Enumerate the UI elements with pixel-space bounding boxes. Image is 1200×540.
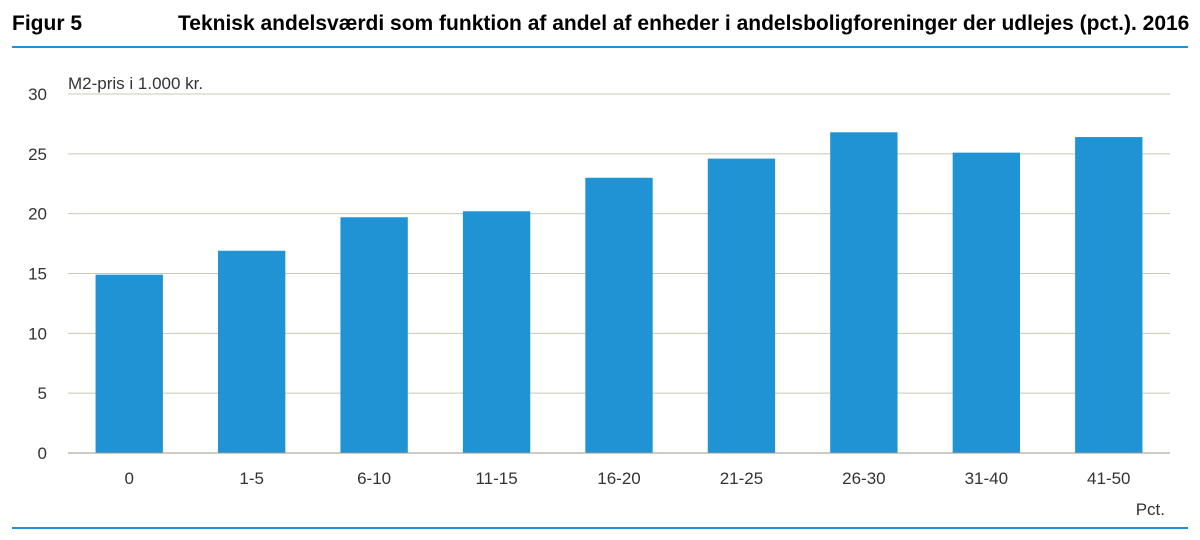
x-tick-label: 26-30 xyxy=(842,469,885,488)
y-tick-label: 0 xyxy=(38,444,47,463)
y-tick-label: 25 xyxy=(28,145,47,164)
x-axis-label: Pct. xyxy=(1136,500,1165,519)
y-tick-label: 10 xyxy=(28,324,47,343)
bottom-rule xyxy=(12,527,1188,529)
top-rule xyxy=(12,46,1188,48)
x-tick-label: 21-25 xyxy=(720,469,763,488)
x-tick-label: 16-20 xyxy=(597,469,640,488)
x-tick-label: 6-10 xyxy=(357,469,391,488)
y-tick-label: 20 xyxy=(28,205,47,224)
axes: 0 5 10 15 20 25 30 0 1-5 6-10 11-15 16-20 21-25 26-30… xyxy=(28,85,1170,488)
bar-11-15 xyxy=(462,211,531,453)
figure-label: Figur 5 xyxy=(12,12,83,35)
bar-16-20 xyxy=(585,177,653,453)
figure-header: Figur 5 Teknisk andelsværdi som funktion… xyxy=(0,0,1200,50)
x-tick-label: 31-40 xyxy=(965,469,1008,488)
x-tick-label: 1-5 xyxy=(239,469,264,488)
bar-6-10 xyxy=(340,217,408,453)
bar-26-30 xyxy=(830,132,898,453)
x-tick-label: 11-15 xyxy=(475,469,517,488)
y-tick-label: 15 xyxy=(28,265,47,284)
bar-1-5 xyxy=(217,250,286,453)
y-tick-label: 30 xyxy=(28,85,47,104)
y-tick-label: 5 xyxy=(38,384,47,403)
y-axis-label: M2-pris i 1.000 kr. xyxy=(68,74,203,93)
bar-0 xyxy=(95,274,163,453)
figure-title: Teknisk andelsværdi som funktion af ande… xyxy=(178,12,1190,35)
bar-21-25 xyxy=(707,158,776,453)
bars xyxy=(95,132,1143,453)
x-tick-label: 41-50 xyxy=(1087,469,1130,488)
bar-41-50 xyxy=(1075,137,1143,453)
bar-chart: 0 5 10 15 20 25 30 0 1-5 6-10 11-15 16-20 21-25 26-30… xyxy=(28,74,1170,519)
x-tick-label: 0 xyxy=(124,469,133,488)
bar-31-40 xyxy=(952,152,1021,453)
